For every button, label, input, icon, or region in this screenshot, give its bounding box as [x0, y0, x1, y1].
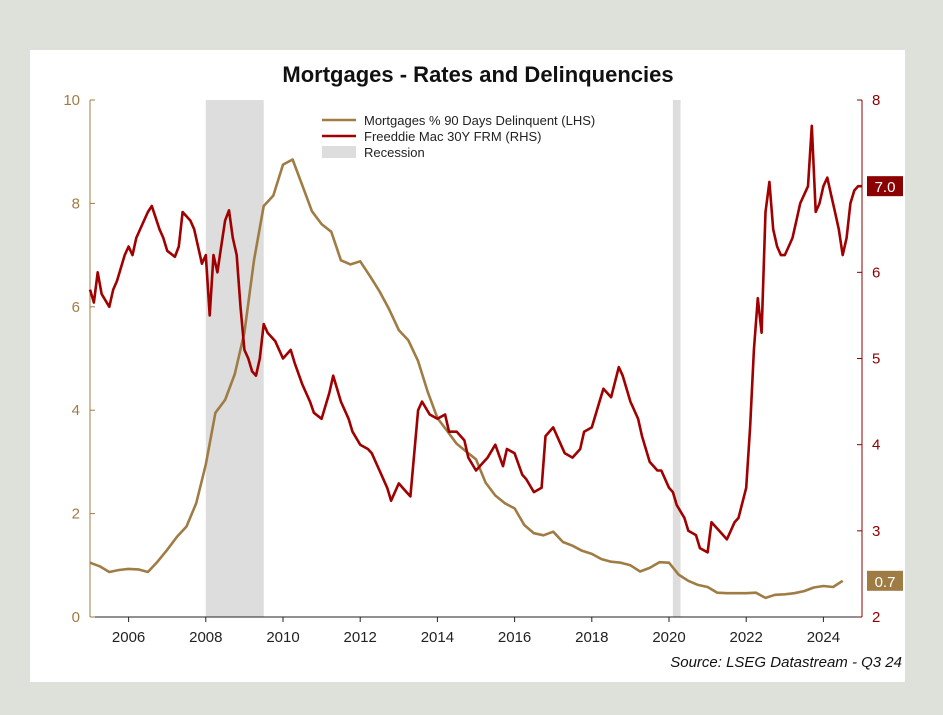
- source-note: Source: LSEG Datastream - Q3 24: [670, 654, 902, 671]
- last-value-badges: 0.7 7.0: [867, 176, 903, 591]
- rhs-tick-label: 3: [872, 523, 880, 540]
- legend-label-3: Recession: [364, 145, 425, 160]
- x-tick-label: 2018: [575, 629, 608, 646]
- rhs-tick-label: 2: [872, 609, 880, 626]
- chart-svg: Mortgages - Rates and Delinquencies 0 2 4 6…: [63, 62, 903, 671]
- lhs-tick-label: 4: [72, 402, 80, 419]
- legend-label-1: Mortgages % 90 Days Delinquent (LHS): [364, 113, 595, 128]
- legend: Mortgages % 90 Days Delinquent (LHS)Free…: [322, 113, 595, 160]
- legend-swatch-recession: [322, 146, 356, 158]
- last-value-label-lhs: 0.7: [875, 574, 896, 591]
- rhs-tick-label: 5: [872, 351, 880, 368]
- lhs-tick-label: 2: [72, 506, 80, 523]
- last-value-badge-rhs: [867, 176, 903, 197]
- rhs-tick-label: 4: [872, 437, 880, 454]
- x-tick-label: 2024: [807, 629, 840, 646]
- last-value-label-rhs: 7.0: [875, 179, 896, 196]
- last-value-badge-lhs: [867, 570, 903, 591]
- rhs-tick-label: 8: [872, 92, 880, 109]
- rhs-tick-label: 6: [872, 264, 880, 281]
- legend-label-2: Freeddie Mac 30Y FRM (RHS): [364, 129, 541, 144]
- recession-layer: [205, 100, 681, 617]
- axes: 0246810234567820062008201020122014201620…: [63, 92, 880, 646]
- chart-panel: Mortgages - Rates and Delinquencies 0 2 4 6…: [30, 50, 905, 682]
- x-tick-label: 2010: [266, 629, 299, 646]
- x-tick-label: 2016: [498, 629, 531, 646]
- lhs-tick-label: 8: [72, 195, 80, 212]
- x-tick-label: 2012: [344, 629, 377, 646]
- lhs-tick-label: 10: [63, 92, 80, 109]
- series-layer: [88, 124, 862, 600]
- lhs-tick-label: 6: [72, 299, 80, 316]
- x-tick-label: 2022: [730, 629, 763, 646]
- recession-band-2: [672, 100, 681, 617]
- series-line-frm: [88, 124, 862, 554]
- recession-band-1: [205, 100, 264, 617]
- x-tick-label: 2014: [421, 629, 454, 646]
- x-tick-label: 2008: [189, 629, 222, 646]
- x-tick-label: 2020: [652, 629, 685, 646]
- x-tick-label: 2006: [112, 629, 145, 646]
- lhs-tick-label: 0: [72, 609, 80, 626]
- chart-title: Mortgages - Rates and Delinquencies: [282, 62, 673, 87]
